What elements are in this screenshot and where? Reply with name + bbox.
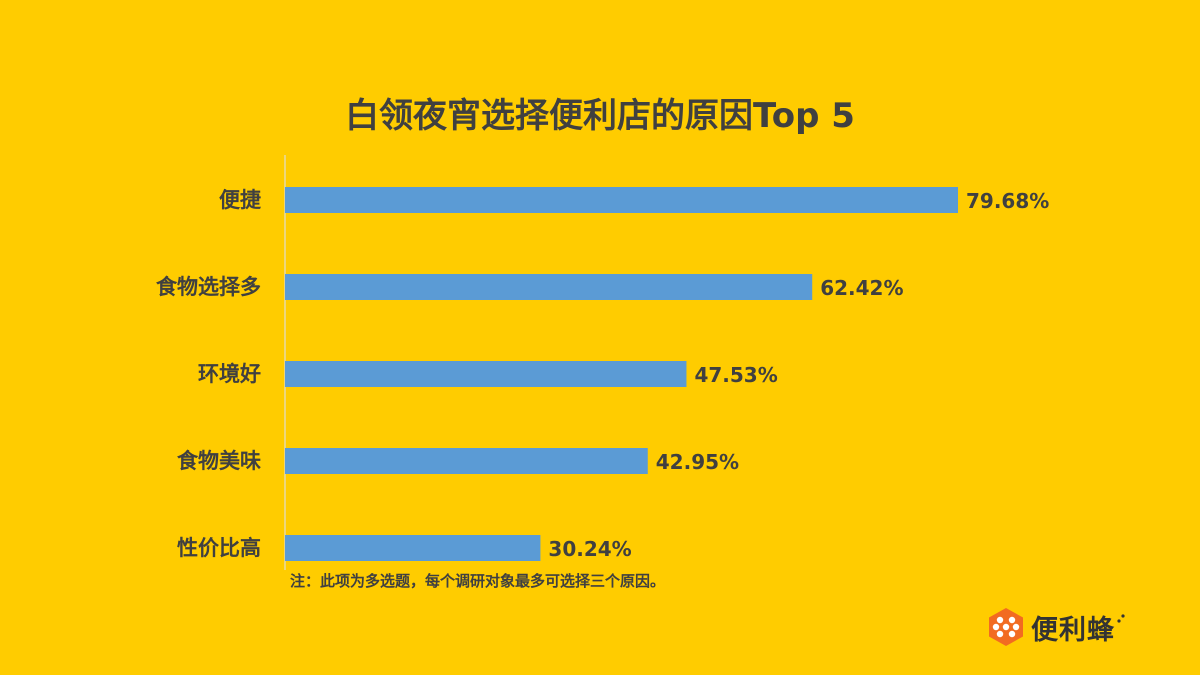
bar-2 — [285, 274, 813, 300]
footnote: 注：此项为多选题，每个调研对象最多可选择三个原因。 — [290, 572, 666, 590]
bar-5 — [285, 535, 541, 561]
data-label-2: 62.42% — [820, 276, 903, 300]
brand-logo: 便利蜂 — [987, 605, 1137, 649]
bee-hexagon-logo-icon — [989, 608, 1023, 646]
category-label-4: 食物美味 — [177, 449, 261, 473]
bar-3 — [285, 361, 687, 387]
bar-1 — [285, 187, 958, 213]
data-label-3: 47.53% — [694, 363, 777, 387]
data-label-5: 30.24% — [548, 537, 631, 561]
chart-title: 白领夜宵选择便利店的原因Top 5 — [345, 96, 855, 136]
category-label-3: 环境好 — [198, 362, 261, 386]
brand-name: 便利蜂 — [1031, 614, 1115, 646]
data-label-4: 42.95% — [656, 450, 739, 474]
bar-4 — [285, 448, 648, 474]
antenna-dots-icon — [1117, 614, 1125, 623]
data-label-1: 79.68% — [966, 189, 1049, 213]
category-label-5: 性价比高 — [177, 536, 261, 560]
category-label-1: 便捷 — [219, 188, 261, 212]
category-label-2: 食物选择多 — [156, 275, 261, 299]
